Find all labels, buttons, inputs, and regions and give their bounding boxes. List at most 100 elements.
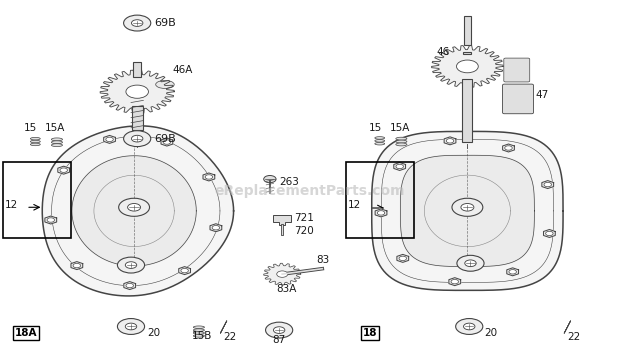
Circle shape bbox=[47, 218, 55, 222]
Circle shape bbox=[456, 318, 483, 335]
Ellipse shape bbox=[375, 142, 384, 145]
Circle shape bbox=[117, 318, 144, 335]
Circle shape bbox=[544, 182, 551, 187]
Bar bbox=[463, 79, 472, 142]
Polygon shape bbox=[542, 181, 554, 189]
Circle shape bbox=[126, 284, 133, 288]
Text: eReplacementParts.com: eReplacementParts.com bbox=[215, 184, 405, 198]
Text: 15A: 15A bbox=[389, 123, 410, 133]
Circle shape bbox=[123, 131, 151, 147]
Text: 15: 15 bbox=[24, 123, 37, 133]
Text: 15: 15 bbox=[370, 123, 383, 133]
Text: 15A: 15A bbox=[45, 123, 65, 133]
Bar bbox=[133, 62, 141, 77]
Text: 12: 12 bbox=[4, 201, 18, 210]
Circle shape bbox=[264, 175, 276, 183]
Text: 87: 87 bbox=[273, 335, 286, 345]
Polygon shape bbox=[58, 166, 69, 174]
Text: 22: 22 bbox=[567, 332, 580, 341]
Circle shape bbox=[273, 327, 285, 333]
Ellipse shape bbox=[193, 332, 205, 334]
Circle shape bbox=[118, 198, 149, 216]
Polygon shape bbox=[397, 254, 409, 262]
Circle shape bbox=[73, 264, 81, 268]
Ellipse shape bbox=[375, 139, 384, 142]
Polygon shape bbox=[273, 214, 291, 225]
Circle shape bbox=[456, 60, 478, 73]
Circle shape bbox=[399, 256, 407, 261]
Bar bbox=[2, 162, 71, 238]
Text: 22: 22 bbox=[224, 332, 237, 341]
Circle shape bbox=[181, 268, 188, 273]
Circle shape bbox=[126, 85, 148, 98]
Circle shape bbox=[451, 280, 459, 284]
Circle shape bbox=[106, 137, 113, 142]
Circle shape bbox=[205, 175, 213, 179]
Ellipse shape bbox=[51, 138, 63, 141]
Circle shape bbox=[457, 255, 484, 271]
Text: 69B: 69B bbox=[154, 18, 175, 28]
Circle shape bbox=[446, 139, 454, 143]
Text: 46: 46 bbox=[436, 47, 450, 57]
Text: 18: 18 bbox=[363, 328, 377, 338]
Ellipse shape bbox=[396, 140, 407, 143]
Bar bbox=[463, 52, 471, 54]
Ellipse shape bbox=[396, 137, 407, 140]
Text: 69B: 69B bbox=[154, 134, 175, 145]
Ellipse shape bbox=[396, 143, 407, 146]
Circle shape bbox=[546, 231, 553, 236]
Polygon shape bbox=[210, 224, 222, 232]
Text: 83: 83 bbox=[316, 256, 329, 265]
Circle shape bbox=[131, 135, 143, 142]
Bar bbox=[464, 16, 471, 45]
Text: 20: 20 bbox=[148, 328, 161, 338]
Bar bbox=[346, 162, 414, 238]
FancyBboxPatch shape bbox=[503, 84, 533, 114]
Circle shape bbox=[277, 271, 288, 277]
Bar bbox=[131, 106, 143, 130]
Circle shape bbox=[125, 323, 136, 330]
Polygon shape bbox=[503, 144, 515, 152]
Circle shape bbox=[60, 168, 68, 173]
FancyBboxPatch shape bbox=[504, 58, 529, 82]
Circle shape bbox=[396, 164, 404, 169]
Circle shape bbox=[265, 322, 293, 338]
Polygon shape bbox=[401, 155, 534, 266]
Polygon shape bbox=[203, 173, 215, 181]
Polygon shape bbox=[264, 263, 301, 285]
Polygon shape bbox=[72, 156, 197, 266]
Text: 12: 12 bbox=[348, 201, 361, 210]
Text: 46A: 46A bbox=[172, 65, 193, 75]
Polygon shape bbox=[444, 137, 456, 145]
Circle shape bbox=[123, 15, 151, 31]
Circle shape bbox=[509, 270, 516, 274]
Polygon shape bbox=[394, 162, 405, 170]
Polygon shape bbox=[375, 209, 387, 217]
Ellipse shape bbox=[30, 143, 40, 146]
Ellipse shape bbox=[193, 329, 205, 331]
Polygon shape bbox=[179, 267, 190, 274]
Circle shape bbox=[464, 323, 475, 330]
Polygon shape bbox=[100, 70, 174, 113]
Circle shape bbox=[212, 226, 219, 230]
Ellipse shape bbox=[30, 140, 40, 143]
Circle shape bbox=[378, 211, 385, 215]
Ellipse shape bbox=[51, 144, 63, 147]
Text: 83A: 83A bbox=[276, 284, 296, 293]
Text: 721: 721 bbox=[294, 213, 314, 223]
Text: 20: 20 bbox=[485, 328, 498, 338]
Ellipse shape bbox=[193, 326, 205, 328]
Polygon shape bbox=[544, 229, 556, 237]
Polygon shape bbox=[71, 262, 82, 270]
Polygon shape bbox=[42, 126, 234, 296]
Circle shape bbox=[461, 203, 474, 211]
Text: 47: 47 bbox=[535, 90, 549, 100]
Ellipse shape bbox=[156, 80, 174, 88]
Circle shape bbox=[163, 140, 170, 144]
Polygon shape bbox=[507, 268, 518, 276]
Circle shape bbox=[128, 203, 141, 211]
Text: 263: 263 bbox=[279, 177, 299, 187]
Circle shape bbox=[452, 198, 483, 216]
Ellipse shape bbox=[30, 137, 40, 140]
Ellipse shape bbox=[375, 136, 384, 139]
